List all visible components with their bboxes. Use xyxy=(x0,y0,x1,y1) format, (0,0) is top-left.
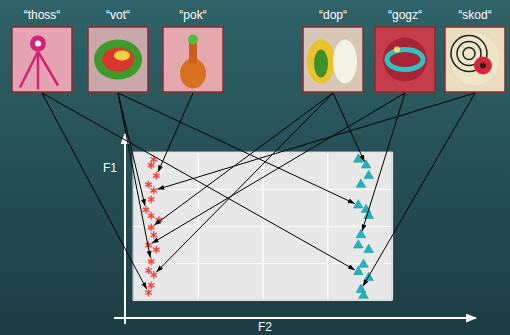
plot-background xyxy=(133,152,392,300)
data-point xyxy=(364,244,374,252)
object-label: “skod“ xyxy=(458,8,491,22)
object-picture xyxy=(12,27,72,92)
data-point xyxy=(148,196,155,204)
data-point xyxy=(356,229,366,237)
data-point xyxy=(356,179,366,187)
data-point xyxy=(359,290,369,298)
data-point xyxy=(153,172,160,180)
data-point xyxy=(148,258,155,266)
object-label: “gogz“ xyxy=(388,8,422,22)
axis-title: F1 xyxy=(103,161,117,175)
plot-frame xyxy=(133,152,392,300)
grid-line xyxy=(133,226,392,227)
arrow xyxy=(118,93,145,206)
arrow xyxy=(118,93,355,204)
background xyxy=(0,0,510,335)
data-point xyxy=(148,281,155,289)
data-point xyxy=(364,170,374,178)
arrow xyxy=(157,93,333,272)
object-picture xyxy=(88,27,148,92)
data-point xyxy=(150,231,157,239)
object-label: “dop“ xyxy=(319,8,347,22)
object-label: “pok“ xyxy=(179,8,206,22)
tick xyxy=(133,263,392,264)
grid-line xyxy=(133,263,392,264)
axis-arrow xyxy=(114,317,476,319)
data-point xyxy=(359,259,369,267)
arrow xyxy=(118,93,150,258)
data-point xyxy=(148,224,155,232)
arrows xyxy=(42,93,475,289)
object-picture xyxy=(303,27,363,92)
data-point xyxy=(145,289,152,297)
arrow xyxy=(158,93,475,189)
axis-arrow xyxy=(124,134,126,324)
object-picture xyxy=(445,27,505,92)
arrow xyxy=(362,93,405,231)
data-point xyxy=(361,160,371,168)
object-picture xyxy=(163,27,223,92)
tick xyxy=(133,189,392,190)
axis-title: F2 xyxy=(258,320,272,334)
object-label: “thoss“ xyxy=(24,8,61,22)
arrow xyxy=(152,93,405,243)
y-axis xyxy=(133,153,392,301)
data-point xyxy=(150,271,157,279)
object-label: “vot“ xyxy=(106,8,130,22)
data-point xyxy=(145,181,152,189)
data-point xyxy=(143,206,150,214)
x-axis xyxy=(134,152,393,301)
data-point xyxy=(148,212,155,220)
arrow xyxy=(154,93,333,225)
data-point xyxy=(354,266,364,274)
arrow xyxy=(42,93,355,270)
data-point xyxy=(354,200,364,208)
arrow xyxy=(158,93,193,172)
data-point xyxy=(148,162,155,170)
arrow xyxy=(333,93,364,162)
tick xyxy=(133,226,392,227)
object-picture xyxy=(375,27,435,92)
data-point xyxy=(150,187,157,195)
grid-line xyxy=(133,189,392,190)
data-point xyxy=(153,246,160,254)
data-point xyxy=(354,240,364,248)
points xyxy=(143,154,374,298)
